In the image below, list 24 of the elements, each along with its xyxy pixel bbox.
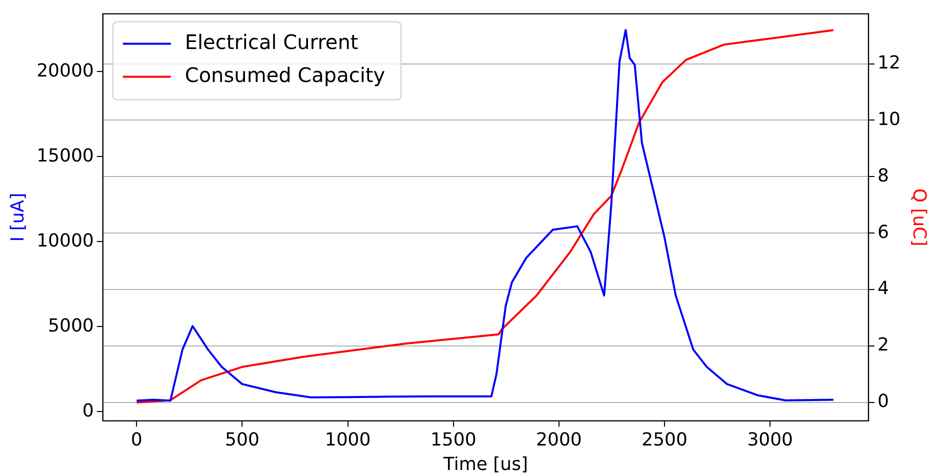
x-tick-label: 500: [225, 429, 260, 450]
legend-label: Electrical Current: [184, 30, 358, 54]
x-tick-label: 2000: [536, 429, 582, 450]
y2-tick-label: 0: [877, 391, 889, 412]
x-tick-label: 0: [130, 429, 142, 450]
y-tick-label: 15000: [36, 145, 94, 166]
y-axis-title: I [uA]: [7, 192, 28, 242]
y-tick-label: 0: [82, 400, 94, 422]
y2-axis-title: Q [uC]: [908, 188, 930, 246]
y2-tick-label: 2: [877, 334, 889, 356]
y2-tick-label: 8: [877, 165, 889, 186]
y2-tick-label: 10: [877, 108, 900, 130]
y2-tick-label: 6: [877, 222, 889, 243]
x-tick-label: 2500: [642, 429, 688, 450]
legend-label: Consumed Capacity: [184, 63, 386, 88]
y-tick-label: 10000: [36, 230, 94, 252]
y-tick-label: 20000: [36, 60, 94, 82]
y-tick-label: 5000: [48, 315, 94, 336]
y2-tick-label: 12: [877, 52, 900, 74]
x-tick-label: 3000: [747, 429, 794, 450]
x-tick-label: 1000: [324, 429, 371, 450]
y2-tick-label: 4: [877, 278, 889, 300]
x-tick-label: 1500: [430, 429, 476, 450]
x-axis-title: Time [us]: [442, 454, 528, 475]
